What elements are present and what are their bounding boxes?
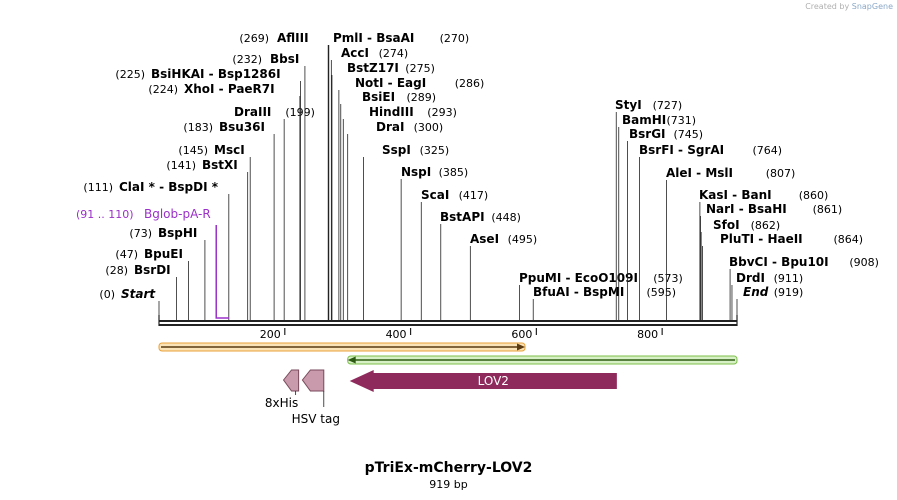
site-pos-drai: (300): [414, 121, 444, 134]
ruler-label-400: 400: [386, 328, 407, 341]
site-pos-bsihkai: (225): [115, 68, 145, 81]
his-tag-arrow[interactable]: [282, 369, 300, 392]
site-name-bbvci: BbvCI - Bpu10I: [729, 255, 829, 269]
site-pos-bsrgi: (745): [674, 128, 704, 141]
site-name-xhoi: XhoI - PaeR7I: [184, 82, 275, 96]
site-name-pmli: PmlI - BsaAI: [333, 31, 414, 45]
site-name-sspi: SspI: [382, 143, 411, 157]
site-pos-ppumi: (573): [653, 272, 683, 285]
credit-prefix: Created by: [805, 2, 850, 11]
site-pos-pmli: (270): [440, 32, 470, 45]
site-name-start: Start: [121, 287, 156, 301]
site-pos-asei: (495): [508, 233, 538, 246]
site-name-pluti: PluTI - HaeII: [720, 232, 803, 246]
plasmid-map: (0) Start (28) BsrDI (47) BpuEI (73) BspHI (111)…: [76, 31, 879, 426]
site-pos-nari: (861): [813, 203, 843, 216]
site-name-afliii: AflIII: [277, 31, 309, 45]
site-pos-bstxi: (141): [166, 159, 196, 172]
site-name-bstz17i: BstZ17I: [347, 61, 399, 75]
site-pos-pluti: (864): [834, 233, 864, 246]
site-pos-sfoi: (862): [751, 219, 781, 232]
site-pos-acci: (274): [379, 47, 409, 60]
site-name-bstxi: BstXI: [202, 158, 238, 172]
site-pos-bpuei: (47): [115, 248, 138, 261]
site-pos-bsrfi: (764): [753, 144, 783, 157]
site-pos-scai: (417): [459, 189, 489, 202]
site-name-bsrfi: BsrFI - SgrAI: [639, 143, 724, 157]
site-pos-bfuai: (595): [647, 286, 677, 299]
site-name-scai: ScaI: [421, 188, 449, 202]
primer-range: (91 .. 110): [76, 208, 134, 221]
site-pos-bstz17i: (275): [405, 62, 435, 75]
site-pos-bsiei: (289): [407, 91, 437, 104]
green-feature-arrowhead: [347, 356, 356, 364]
site-pos-msci: (145): [178, 144, 208, 157]
site-pos-bsphi: (73): [129, 227, 152, 240]
his-tag-label: 8xHis: [265, 396, 298, 410]
site-name-asei: AseI: [470, 232, 499, 246]
site-name-bpuei: BpuEI: [144, 247, 183, 261]
site-name-bamhi: BamHI: [622, 113, 666, 127]
ruler-label-200: 200: [260, 328, 281, 341]
site-name-ppumi: PpuMI - EcoO109I: [519, 271, 638, 285]
lov2-label: LOV2: [478, 374, 509, 388]
site-pos-xhoi: (224): [148, 83, 178, 96]
ruler-label-800: 800: [637, 328, 658, 341]
site-name-noti: NotI - EagI: [355, 76, 426, 90]
credit-brand: SnapGene: [851, 2, 893, 11]
site-pos-bsu36i: (183): [183, 121, 213, 134]
site-pos-bbvci: (908): [849, 256, 879, 269]
primer-bracket: [215, 225, 230, 319]
site-name-styi: StyI: [615, 98, 642, 112]
ruler-label-600: 600: [511, 328, 532, 341]
site-name-drdi: DrdI: [736, 271, 765, 285]
site-name-bsihkai: BsiHKAI - Bsp1286I: [151, 67, 281, 81]
site-name-kasi: KasI - BanI: [699, 188, 772, 202]
site-name-bsphi: BspHI: [158, 226, 197, 240]
primer-name: Bglob-pA-R: [144, 207, 211, 221]
site-name-bstapi: BstAPI: [440, 210, 485, 224]
site-pos-hindiii: (293): [427, 106, 457, 119]
site-name-draiii: DraIII: [234, 105, 271, 119]
site-name-bsrdi: BsrDI: [134, 263, 171, 277]
site-name-nspi: NspI: [401, 165, 431, 179]
site-name-end: End: [743, 285, 769, 299]
site-pos-afliii: (269): [239, 32, 269, 45]
site-pos-styi: (727): [653, 99, 683, 112]
site-name-bbsi: BbsI: [270, 52, 299, 66]
site-pos-bbsi: (232): [232, 53, 262, 66]
map-title: pTriEx-mCherry-LOV2: [364, 460, 533, 476]
site-name-clai: ClaI * - BspDI *: [119, 180, 219, 194]
site-pos-drdi: (911): [774, 272, 804, 285]
site-pos-clai: (111): [83, 181, 113, 194]
site-name-bfuai: BfuAI - BspMI: [533, 285, 624, 299]
site-name-sfoi: SfoI: [713, 218, 740, 232]
site-pos-alei: (807): [766, 167, 796, 180]
site-pos-bstapi: (448): [491, 211, 521, 224]
site-name-msci: MscI: [214, 143, 245, 157]
lov2-arrow[interactable]: [349, 370, 617, 392]
site-name-acci: AccI: [341, 46, 369, 60]
site-pos-noti: (286): [455, 77, 485, 90]
site-name-drai: DraI: [376, 120, 404, 134]
site-name-nari: NarI - BsaHI: [706, 202, 787, 216]
snapgene-credit: Created by SnapGene: [805, 2, 893, 11]
site-pos-bsrdi: (28): [105, 264, 128, 277]
site-name-hindiii: HindIII: [369, 105, 414, 119]
site-pos-bamhi: (731): [667, 114, 697, 127]
hsv-tag-arrow[interactable]: [301, 369, 325, 392]
site-pos-kasi: (860): [799, 189, 829, 202]
site-pos-start: (0): [99, 288, 115, 301]
site-pos-sspi: (325): [420, 144, 450, 157]
site-name-alei: AleI - MslI: [666, 166, 733, 180]
hsv-tag-label: HSV tag: [292, 412, 340, 426]
site-name-bsiei: BsiEI: [362, 90, 395, 104]
orange-feature-arrowhead: [517, 343, 526, 351]
site-name-bsu36i: Bsu36I: [219, 120, 265, 134]
site-pos-nspi: (385): [439, 166, 469, 179]
site-pos-end: (919): [774, 286, 804, 299]
site-name-bsrgi: BsrGI: [629, 127, 666, 141]
map-length: 919 bp: [429, 478, 468, 491]
